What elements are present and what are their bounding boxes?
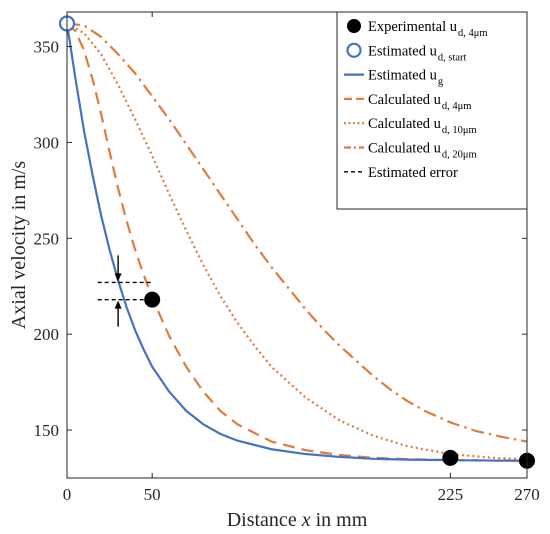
- legend-label: Estimated error: [368, 165, 458, 181]
- legend-symbol-estimated-start: [346, 42, 362, 58]
- error-arrowhead-down: [114, 273, 122, 282]
- legend-label: Estimated ug: [368, 68, 444, 88]
- y-tick-label: 150: [34, 421, 60, 440]
- y-tick-label: 200: [34, 325, 60, 344]
- y-tick-label: 250: [34, 229, 60, 248]
- legend-label-main: Experimental u: [368, 19, 457, 35]
- legend-label-subscript: d, 4μm: [458, 28, 488, 39]
- legend-label-main: Calculated u: [368, 92, 441, 108]
- legend-label-subscript: d, 10μm: [442, 125, 477, 136]
- experimental-point: [144, 291, 161, 308]
- legend-label: Estimated ud, start: [368, 43, 467, 63]
- legend-label-subscript: d, 20μm: [442, 150, 477, 161]
- axes: 0 50 225 270 150 200 250 300 350: [34, 11, 540, 504]
- legend-symbol-experimental: [347, 19, 361, 33]
- y-axis-label: Axial velocity in m/s: [8, 161, 30, 330]
- x-tick-label: 0: [63, 485, 72, 504]
- legend-label: Calculated ud, 20μm: [368, 141, 477, 161]
- legend-label: Calculated ud, 10μm: [368, 116, 477, 136]
- legend-label: Calculated ud, 4μm: [368, 92, 471, 112]
- legend-label-main: Calculated u: [368, 116, 441, 132]
- series-line-dotted: [66, 22, 528, 461]
- x-axis-label: Distance x in mm: [227, 509, 368, 531]
- series-line-solid: [65, 23, 528, 462]
- y-tick-label: 300: [34, 133, 60, 152]
- x-tick-label: 50: [144, 485, 161, 504]
- error-arrowhead-up: [114, 300, 122, 309]
- legend-label-subscript: d, start: [438, 52, 467, 63]
- legend-box: [336, 11, 528, 210]
- y-tick-label: 350: [34, 38, 60, 57]
- legend-label-main: Estimated error: [368, 165, 458, 181]
- experimental-point: [442, 449, 459, 466]
- legend-label-subscript: d, 4μm: [442, 101, 472, 112]
- x-axis-label-part: in mm: [311, 509, 368, 531]
- legend-label-main: Estimated u: [368, 68, 437, 84]
- legend-label-subscript: g: [438, 77, 444, 88]
- x-axis-label-part: x: [301, 509, 311, 531]
- legend-label-main: Estimated u: [368, 43, 437, 59]
- x-tick-label: 225: [438, 485, 464, 504]
- legend-label: Experimental ud, 4μm: [368, 19, 488, 39]
- legend-label-main: Calculated u: [368, 141, 441, 157]
- series-line-dashdot: [66, 22, 528, 443]
- axes-box: [66, 11, 528, 479]
- x-tick-label: 270: [514, 485, 540, 504]
- x-axis-label-part: Distance: [227, 509, 302, 531]
